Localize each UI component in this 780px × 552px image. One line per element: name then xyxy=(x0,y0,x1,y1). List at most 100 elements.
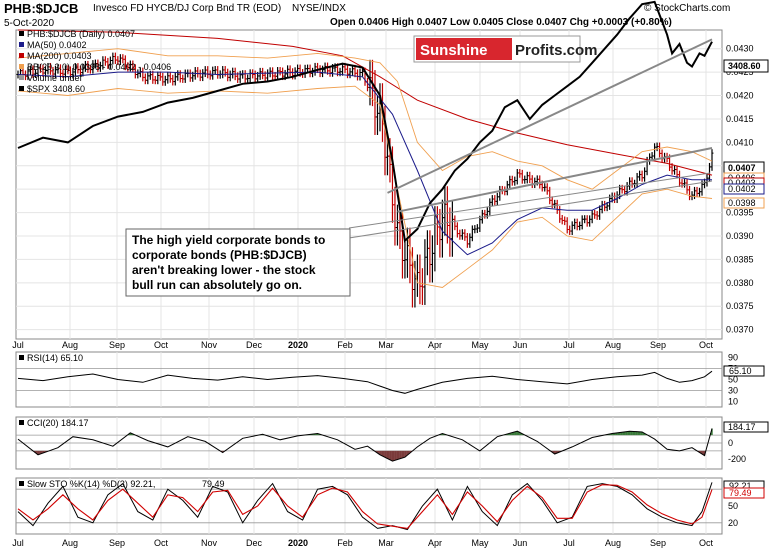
price-tick-label: 0.0370 xyxy=(726,325,754,335)
grid-layer xyxy=(16,30,722,534)
x-tick-label-bottom: Jul xyxy=(563,538,575,548)
x-tick-label-bottom: Apr xyxy=(428,538,442,548)
x-tick-label: Aug xyxy=(62,340,78,350)
annotation-line-2: corporate bonds (PHB:$DJCB) xyxy=(132,248,307,262)
svg-text:Sunshine: Sunshine xyxy=(420,42,488,59)
price-tick-label: 0.0415 xyxy=(726,114,754,124)
x-tick-label: Mar xyxy=(378,340,394,350)
rsi-tick-label: 90 xyxy=(728,353,738,363)
rsi-tick-label: 30 xyxy=(728,386,738,396)
stoch-legend-d: 79.49 xyxy=(202,479,225,489)
rsi-panel xyxy=(15,351,723,408)
price-tick-label: 0.0410 xyxy=(726,137,754,147)
price-tick-label: 0.0390 xyxy=(726,231,754,241)
series-bb_upper xyxy=(17,48,713,190)
x-tick-label: Oct xyxy=(154,340,169,350)
x-tick-label: Nov xyxy=(201,340,218,350)
ohlc-readout: Open 0.0406 High 0.0407 Low 0.0405 Close… xyxy=(330,17,672,28)
last-value-tags: 3408.60 0.0407 0.0406 0.0403 0.0402 0.03… xyxy=(723,59,769,499)
series-bb_lower xyxy=(17,85,713,288)
rsi-tick-label: 50 xyxy=(728,375,738,385)
svg-text:Profits.com: Profits.com xyxy=(515,42,598,59)
price-tick-label: 0.0430 xyxy=(726,44,754,54)
x-tick-label: Jul xyxy=(12,340,24,350)
bb-lower-tag: 0.0398 xyxy=(728,198,756,208)
close-last-tag: 0.0407 xyxy=(728,163,756,173)
rsi-legend: RSI(14) 65.10 xyxy=(27,353,83,363)
indicator-lines xyxy=(16,368,722,531)
series-trend_upper xyxy=(387,38,713,194)
x-tick-label: Dec xyxy=(246,340,263,350)
annotation-line-4: bull run can absolutely go on. xyxy=(132,278,302,292)
series-ma200 xyxy=(17,29,713,176)
x-tick-label: Jul xyxy=(563,340,575,350)
price-lines xyxy=(17,0,713,288)
stoch-k-tick-label: 20 xyxy=(728,518,738,528)
watermark: © StockCharts.com xyxy=(644,3,731,14)
cci-line xyxy=(17,428,713,462)
stoch-k-tag: 92.21 xyxy=(729,481,752,491)
price-panel xyxy=(15,29,723,340)
x-tick-label-bottom: May xyxy=(471,538,489,548)
legend-bb: BB(20,2.0) 0.0398 - 0.0402 - 0.0406 xyxy=(27,62,171,72)
price-tick-label: 0.0380 xyxy=(726,278,754,288)
x-tick-label: Jun xyxy=(513,340,528,350)
x-tick-label-bottom: Jul xyxy=(12,538,24,548)
stoch-k-tick-label: 50 xyxy=(728,501,738,511)
spx-last-tag: 3408.60 xyxy=(728,61,761,71)
x-tick-label: Feb xyxy=(337,340,353,350)
chart-date: 5-Oct-2020 xyxy=(4,18,55,29)
stoch-d-line xyxy=(17,484,713,529)
chart-exchange: NYSE/INDX xyxy=(292,3,346,14)
annotation-line-3: aren't breaking lower - the stock xyxy=(132,263,316,277)
x-tick-label: Oct xyxy=(699,340,714,350)
legend-spx: $SPX 3408.60 xyxy=(27,84,85,94)
annotation-box: The high yield corporate bonds to corpor… xyxy=(125,172,713,297)
ma50-tag: 0.0402 xyxy=(728,184,756,194)
price-tick-label: 0.0395 xyxy=(726,208,754,218)
cci-legend: CCI(20) 184.17 xyxy=(27,418,89,428)
x-tick-label: Sep xyxy=(650,340,666,350)
series-spx xyxy=(17,0,713,243)
x-tick-label-bottom: Oct xyxy=(154,538,169,548)
stoch-legend: Slow STO %K(14) %D(3) 92.21, xyxy=(27,479,155,489)
rsi-tick-label: 10 xyxy=(728,397,738,407)
sunshine-profits-logo: Sunshine Profits.com xyxy=(413,35,598,63)
stoch-k-line xyxy=(17,482,713,531)
chart-symbol: PHB:$DJCB xyxy=(4,1,79,16)
price-bars xyxy=(16,52,714,308)
x-tick-label: May xyxy=(471,340,489,350)
annotation-line-1: The high yield corporate bonds to xyxy=(132,233,325,247)
rsi-line xyxy=(17,370,713,394)
x-tick-label: Apr xyxy=(428,340,442,350)
chart-description: Invesco FD HYCB/DJ Corp Bnd TR (EOD) xyxy=(93,3,282,14)
price-legend: PHB:$DJCB (Daily) 0.0407 MA(50) 0.0402 M… xyxy=(19,29,171,94)
price-tick-label: 0.0375 xyxy=(726,301,754,311)
x-tick-label-bottom: Sep xyxy=(109,538,125,548)
x-tick-label-bottom: Jun xyxy=(513,538,528,548)
stoch-panel xyxy=(15,477,723,535)
series-ma50 xyxy=(17,71,712,256)
x-tick-label: 2020 xyxy=(288,340,308,350)
x-tick-label-bottom: Aug xyxy=(605,538,621,548)
x-tick-label-bottom: 2020 xyxy=(288,538,308,548)
cci-last-tag: 184.17 xyxy=(728,422,756,432)
x-tick-label-bottom: Aug xyxy=(62,538,78,548)
series-trend_lower xyxy=(397,147,713,213)
legend-volume: Volume undef xyxy=(27,73,83,83)
ma200-tag: 0.0403 xyxy=(728,178,756,188)
x-tick-label-bottom: Oct xyxy=(699,538,714,548)
legend-ma200: MA(200) 0.0403 xyxy=(27,51,92,61)
x-tick-label-bottom: Feb xyxy=(337,538,353,548)
price-tick-label: 0.0385 xyxy=(726,254,754,264)
x-tick-label: Sep xyxy=(109,340,125,350)
cci-tick-label: 0 xyxy=(728,438,733,448)
rsi-last-tag: 65.10 xyxy=(729,366,752,376)
price-tick-label: 0.0420 xyxy=(726,91,754,101)
legend-phb: PHB:$DJCB (Daily) 0.0407 xyxy=(27,29,135,39)
x-tick-label-bottom: Nov xyxy=(201,538,218,548)
x-tick-label: Aug xyxy=(605,340,621,350)
cci-tick-label: -200 xyxy=(728,454,746,464)
legend-ma50: MA(50) 0.0402 xyxy=(27,40,87,50)
